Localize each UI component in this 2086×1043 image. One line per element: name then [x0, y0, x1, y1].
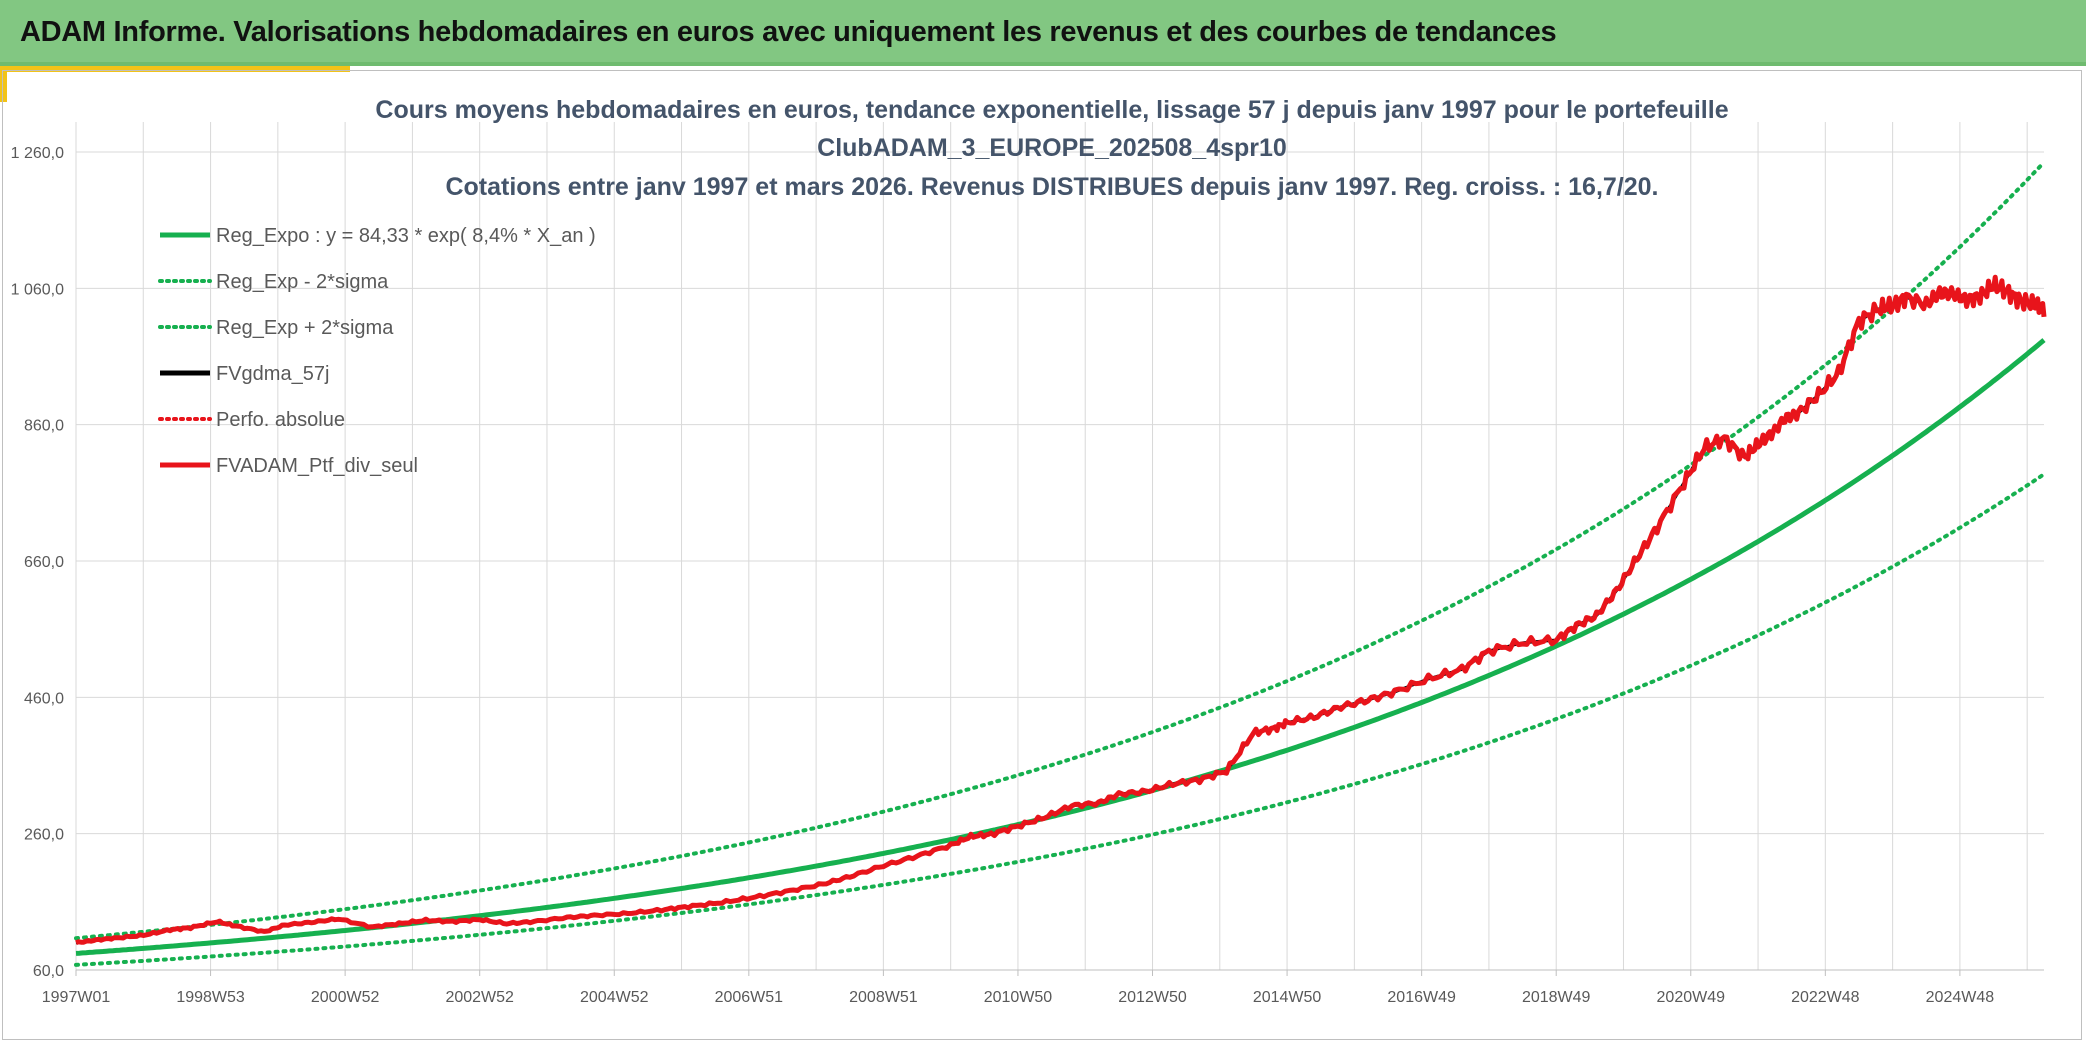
x-tick-label: 2010W50: [984, 989, 1053, 1006]
y-tick-label: 860,0: [24, 418, 64, 435]
y-tick-label: 260,0: [24, 827, 64, 844]
legend-label: Reg_Exp + 2*sigma: [216, 317, 394, 339]
y-tick-label: 660,0: [24, 554, 64, 571]
chart-title: Cours moyens hebdomadaires en euros, ten…: [375, 96, 1728, 201]
chart-title-line-2: ClubADAM_3_EUROPE_202508_4spr10: [817, 134, 1287, 162]
axes: 60,0 260,0 460,0 660,0 860,0 1 060,0 1 260,0 19…: [11, 145, 2044, 1006]
series-reg-exp-minus-2sigma: [74, 472, 2046, 967]
x-tick-label: 1997W01: [42, 989, 111, 1006]
legend: Reg_Expo : y = 84,33 * exp( 8,4% * X_an …: [158, 225, 596, 477]
x-tick-label: 2016W49: [1387, 989, 1456, 1006]
x-tick-label: 2018W49: [1522, 989, 1591, 1006]
y-tick-label: 460,0: [24, 690, 64, 707]
legend-label: Perfo. absolue: [216, 409, 345, 431]
legend-label: Reg_Exp - 2*sigma: [216, 271, 389, 293]
x-tick-label: 2002W52: [445, 989, 514, 1006]
chart-title-line-1: Cours moyens hebdomadaires en euros, ten…: [375, 96, 1728, 124]
series-fvadam-ptf-div-seul: [75, 274, 2047, 946]
series-layer: [74, 160, 2047, 967]
x-tick-label: 2020W49: [1657, 989, 1726, 1006]
x-tick-label: 2006W51: [715, 989, 784, 1006]
legend-label: Reg_Expo : y = 84,33 * exp( 8,4% * X_an …: [216, 225, 596, 247]
chart-title-line-3: Cotations entre janv 1997 et mars 2026. …: [445, 173, 1658, 201]
y-tick-label: 1 260,0: [11, 145, 64, 162]
x-tick-label: 1998W53: [176, 989, 245, 1006]
legend-label: FVADAM_Ptf_div_seul: [216, 455, 418, 477]
series-reg-exp-plus-2sigma: [74, 160, 2046, 941]
y-tick-label: 60,0: [33, 963, 64, 980]
x-tick-label: 2024W48: [1926, 989, 1995, 1006]
y-tick-label: 1 060,0: [11, 281, 64, 298]
series-reg-expo: [75, 338, 2046, 956]
series-fvgdma-57j: [75, 283, 2045, 945]
x-tick-label: 2014W50: [1253, 989, 1322, 1006]
x-tick-label: 2012W50: [1118, 989, 1187, 1006]
chart-frame: [2, 70, 2082, 1040]
x-tick-label: 2022W48: [1791, 989, 1860, 1006]
x-tick-label: 2008W51: [849, 989, 918, 1006]
x-tick-label: 2004W52: [580, 989, 649, 1006]
x-tick-label: 2000W52: [311, 989, 380, 1006]
header-bar: ADAM Informe. Valorisations hebdomadaire…: [0, 0, 2086, 66]
accent-stripe-left: [0, 66, 7, 102]
legend-label: FVgdma_57j: [216, 363, 329, 385]
accent-stripe: [0, 66, 350, 72]
page-title: ADAM Informe. Valorisations hebdomadaire…: [20, 16, 1557, 48]
